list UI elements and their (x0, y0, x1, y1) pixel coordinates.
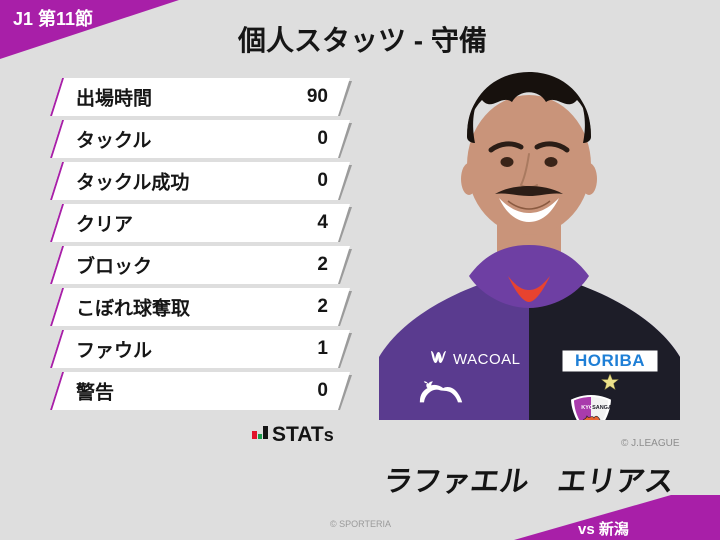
svg-text:WACOAL: WACOAL (453, 351, 520, 368)
svg-text:HORIBA: HORIBA (575, 351, 645, 370)
svg-text:SANGA: SANGA (592, 405, 612, 411)
